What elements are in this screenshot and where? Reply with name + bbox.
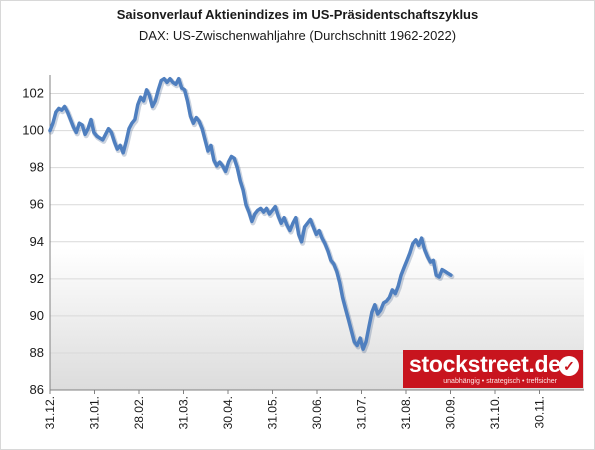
y-tick-label: 94 xyxy=(30,234,44,249)
x-tick-label: 30.06. xyxy=(310,396,324,429)
y-tick-label: 98 xyxy=(30,160,44,175)
y-axis-ticks: 86 88 90 92 94 96 98 100 102 xyxy=(22,86,44,397)
y-tick-label: 92 xyxy=(30,271,44,286)
y-tick-label: 100 xyxy=(22,123,44,138)
chart-title: Saisonverlauf Aktienindizes im US-Präsid… xyxy=(116,7,479,22)
series-layer xyxy=(48,76,455,354)
checkmark-icon: ✓ xyxy=(559,356,579,376)
x-tick-label: 30.11. xyxy=(533,396,547,428)
y-tick-label: 90 xyxy=(30,308,44,323)
chart-subtitle: DAX: US-Zwischenwahljahre (Durchschnitt … xyxy=(138,28,457,43)
x-tick-label: 31.10. xyxy=(488,396,502,429)
y-tick-label: 96 xyxy=(30,197,44,212)
stockstreet-logo: stockstreet.de unabhängig • strategisch … xyxy=(403,350,583,388)
logo-text: stockstreet.de xyxy=(409,351,561,377)
x-tick-label: 31.01. xyxy=(88,396,102,429)
x-tick-label: 31.08. xyxy=(399,396,413,429)
x-tick-label: 30.04. xyxy=(221,396,235,429)
logo-tagline: unabhängig • strategisch • treffsicher xyxy=(443,378,557,385)
gridlines xyxy=(50,93,584,354)
y-tick-label: 88 xyxy=(30,345,44,360)
y-tick-label: 102 xyxy=(22,86,44,101)
x-tick-label: 28.02. xyxy=(132,396,146,429)
series-line xyxy=(48,76,453,351)
x-tick-label: 31.07. xyxy=(355,396,369,429)
x-tick-label: 31.03. xyxy=(177,396,191,429)
x-axis-ticks: 31.12. 31.01. 28.02. 31.03. 30.04. 31.05. 30.0… xyxy=(43,390,547,429)
x-tick-label: 31.05. xyxy=(266,396,280,429)
y-tick-label: 86 xyxy=(30,382,44,397)
x-tick-label: 30.09. xyxy=(444,396,458,429)
x-tick-label: 31.12. xyxy=(43,396,57,429)
